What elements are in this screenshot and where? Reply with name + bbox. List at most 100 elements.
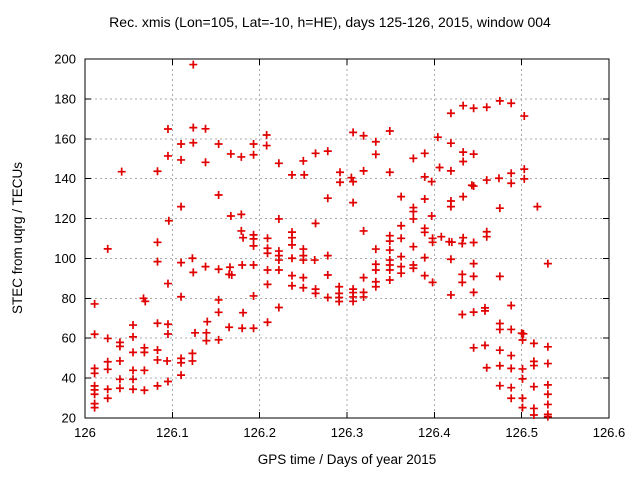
data-point-marker [249, 291, 258, 300]
data-point-marker [153, 355, 162, 364]
data-point-marker [214, 139, 223, 148]
data-point-marker [188, 356, 197, 365]
gridlines [85, 59, 609, 418]
data-point-marker [202, 336, 211, 345]
data-point-marker [533, 202, 542, 211]
data-point-marker [274, 266, 283, 275]
data-point-marker [397, 252, 406, 261]
y-tick-label: 40 [62, 371, 76, 386]
data-point-marker [543, 412, 552, 421]
data-point-marker [543, 390, 552, 399]
plot-border [84, 58, 610, 419]
data-point-marker [495, 361, 504, 370]
data-point-marker [427, 177, 436, 186]
data-point-marker [299, 283, 308, 292]
data-point-marker [446, 109, 455, 118]
data-point-marker [299, 256, 308, 265]
data-point-marker [214, 295, 223, 304]
data-point-marker [446, 139, 455, 148]
data-point-marker [347, 173, 356, 182]
x-axis-label: GPS time / Days of year 2015 [258, 452, 437, 467]
data-point-marker [163, 125, 172, 134]
data-point-marker [263, 280, 272, 289]
data-point-marker [274, 303, 283, 312]
y-tick-label: 20 [62, 411, 76, 426]
data-point-marker [202, 328, 211, 337]
data-point-marker [153, 238, 162, 247]
data-point-marker [446, 255, 455, 264]
data-point-marker [163, 330, 172, 339]
data-point-marker [446, 290, 455, 299]
data-point-marker [447, 238, 456, 247]
data-point-marker [226, 149, 235, 158]
data-point-marker [189, 123, 198, 132]
data-point-marker [140, 366, 149, 375]
data-point-marker [163, 151, 172, 160]
data-point-marker [359, 273, 368, 282]
data-point-marker [397, 192, 406, 201]
data-point-marker [543, 400, 552, 409]
data-point-marker [459, 148, 468, 157]
y-tick-label: 200 [54, 52, 76, 67]
data-point-marker [520, 165, 529, 174]
data-point-marker [385, 168, 394, 177]
data-point-marker [238, 261, 247, 270]
data-point-marker [214, 265, 223, 274]
data-point-marker [214, 335, 223, 344]
data-point-marker [323, 194, 332, 203]
data-point-marker [349, 198, 358, 207]
data-point-marker [397, 221, 406, 230]
data-point-marker [140, 348, 149, 357]
data-point-marker [129, 321, 138, 330]
data-point-marker [129, 348, 138, 357]
data-point-marker [518, 364, 527, 373]
data-point-marker [385, 246, 394, 255]
data-point-marker [274, 214, 283, 223]
data-point-marker [189, 60, 198, 69]
data-point-marker [203, 317, 212, 326]
data-point-marker [428, 278, 437, 287]
x-tick-label: 126.2 [243, 425, 276, 440]
data-point-marker [458, 239, 467, 248]
data-point-marker [140, 386, 149, 395]
x-tick-label: 126.3 [331, 425, 364, 440]
data-point-marker [507, 394, 516, 403]
data-point-marker [201, 158, 210, 167]
data-point-marker [469, 238, 478, 247]
data-point-marker [249, 324, 258, 333]
y-tick-label: 120 [54, 211, 76, 226]
data-point-marker [274, 159, 283, 168]
data-point-marker [480, 306, 489, 315]
data-point-marker [177, 155, 186, 164]
data-point-marker [420, 149, 429, 158]
data-point-marker [311, 149, 320, 158]
data-point-marker [469, 343, 478, 352]
data-point-marker [420, 228, 429, 237]
data-point-marker [495, 325, 504, 334]
data-point-marker [446, 166, 455, 175]
data-point-marker [237, 152, 246, 161]
data-point-marker [385, 126, 394, 135]
data-point-marker [359, 131, 368, 140]
data-point-marker [189, 268, 198, 277]
data-point-marker [359, 226, 368, 235]
data-point-marker [103, 244, 112, 253]
data-point-marker [287, 281, 296, 290]
data-point-marker [262, 141, 271, 150]
data-point-marker [115, 375, 124, 384]
y-tick-label: 180 [54, 91, 76, 106]
data-point-marker [90, 390, 99, 399]
data-point-marker [385, 266, 394, 275]
data-point-marker [458, 278, 467, 287]
chart-title: Rec. xmis (Lon=105, Lat=-10, h=HE), days… [109, 14, 551, 30]
data-point-marker [90, 403, 99, 412]
data-point-marker [300, 170, 309, 179]
data-point-marker [371, 282, 380, 291]
x-tick-label: 126.4 [418, 425, 451, 440]
data-point-marker [359, 292, 368, 301]
y-tick-label: 140 [54, 171, 76, 186]
data-point-marker [237, 210, 246, 219]
data-point-marker [518, 374, 527, 383]
